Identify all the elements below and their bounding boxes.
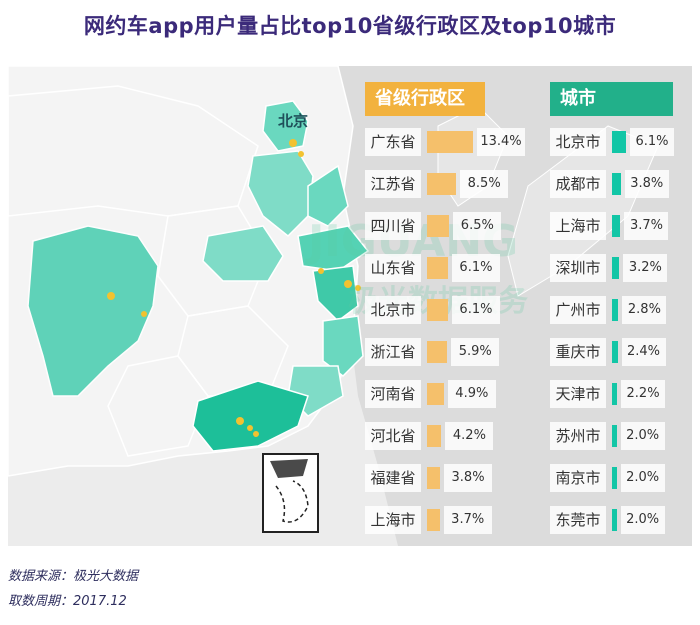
city-value-label: 3.8% [624,170,669,198]
province-value-label: 4.2% [445,422,494,450]
city-bar [612,131,626,153]
city-value-label: 3.7% [624,212,669,240]
city-category-label: 天津市 [550,380,606,408]
city-value-label: 2.4% [621,338,666,366]
province-category-label: 上海市 [365,506,421,534]
city-category-label: 北京市 [550,128,606,156]
province-bar [427,215,450,237]
province-value-label: 3.8% [444,464,493,492]
province-bar [427,425,442,447]
city-category-label: 深圳市 [550,254,606,282]
province-bar [427,509,440,531]
city-value-label: 2.2% [621,380,666,408]
city-bar [612,425,617,447]
city-panel-header: 城市 [550,82,673,116]
province-value-label: 3.7% [443,506,492,534]
province-value-label: 5.9% [451,338,500,366]
province-category-label: 四川省 [365,212,421,240]
city-category-label: 南京市 [550,464,606,492]
province-category-label: 河北省 [365,422,421,450]
province-value-label: 6.5% [453,212,502,240]
province-bar [427,257,448,279]
chart-title: 网约车app用户量占比top10省级行政区及top10城市 [83,14,617,38]
city-value-label: 2.0% [620,464,665,492]
city-bar [612,257,620,279]
province-value-label: 8.5% [460,170,509,198]
city-value-label: 2.0% [620,422,665,450]
city-bar [612,173,621,195]
city-category-label: 上海市 [550,212,606,240]
city-category-label: 重庆市 [550,338,606,366]
city-category-label: 苏州市 [550,422,606,450]
city-value-label: 6.1% [630,128,674,156]
city-value-label: 2.8% [622,296,667,324]
data-period: 取数周期：2017.12 [8,594,127,609]
city-bar [612,467,617,489]
province-category-label: 广东省 [365,128,421,156]
province-bar [427,467,441,489]
city-category-label: 东莞市 [550,506,606,534]
city-bar [612,383,618,405]
province-category-label: 河南省 [365,380,421,408]
city-category-label: 成都市 [550,170,606,198]
province-bar [427,341,448,363]
city-bar [612,215,621,237]
province-bar [427,299,448,321]
city-value-label: 2.0% [620,506,665,534]
city-category-label: 广州市 [550,296,606,324]
province-chart: 省级行政区 广东省 13.4% 江苏省 8.5% 四川省 6.5% 山东省 6.1% 北京市 6.… [365,82,535,534]
province-bar [427,131,473,153]
city-value-label: 3.2% [623,254,668,282]
province-category-label: 浙江省 [365,338,421,366]
province-category-label: 北京市 [365,296,421,324]
province-category-label: 江苏省 [365,170,421,198]
city-bar [612,509,617,531]
province-category-label: 福建省 [365,464,421,492]
province-value-label: 6.1% [451,254,500,282]
map-label-beijing: 北京 [278,112,309,130]
city-chart: 城市 北京市 6.1% 成都市 3.8% 上海市 3.7% 深圳市 3.2% 广州市 2.8% 重庆… [550,82,680,534]
province-bar [427,383,444,405]
city-bar [612,299,619,321]
province-panel-header: 省级行政区 [365,82,485,116]
data-source: 数据来源：极光大数据 [8,569,139,584]
city-bar [612,341,618,363]
province-value-label: 13.4% [477,128,525,156]
province-value-label: 4.9% [447,380,496,408]
province-category-label: 山东省 [365,254,421,282]
province-value-label: 6.1% [451,296,500,324]
province-bar [427,173,457,195]
